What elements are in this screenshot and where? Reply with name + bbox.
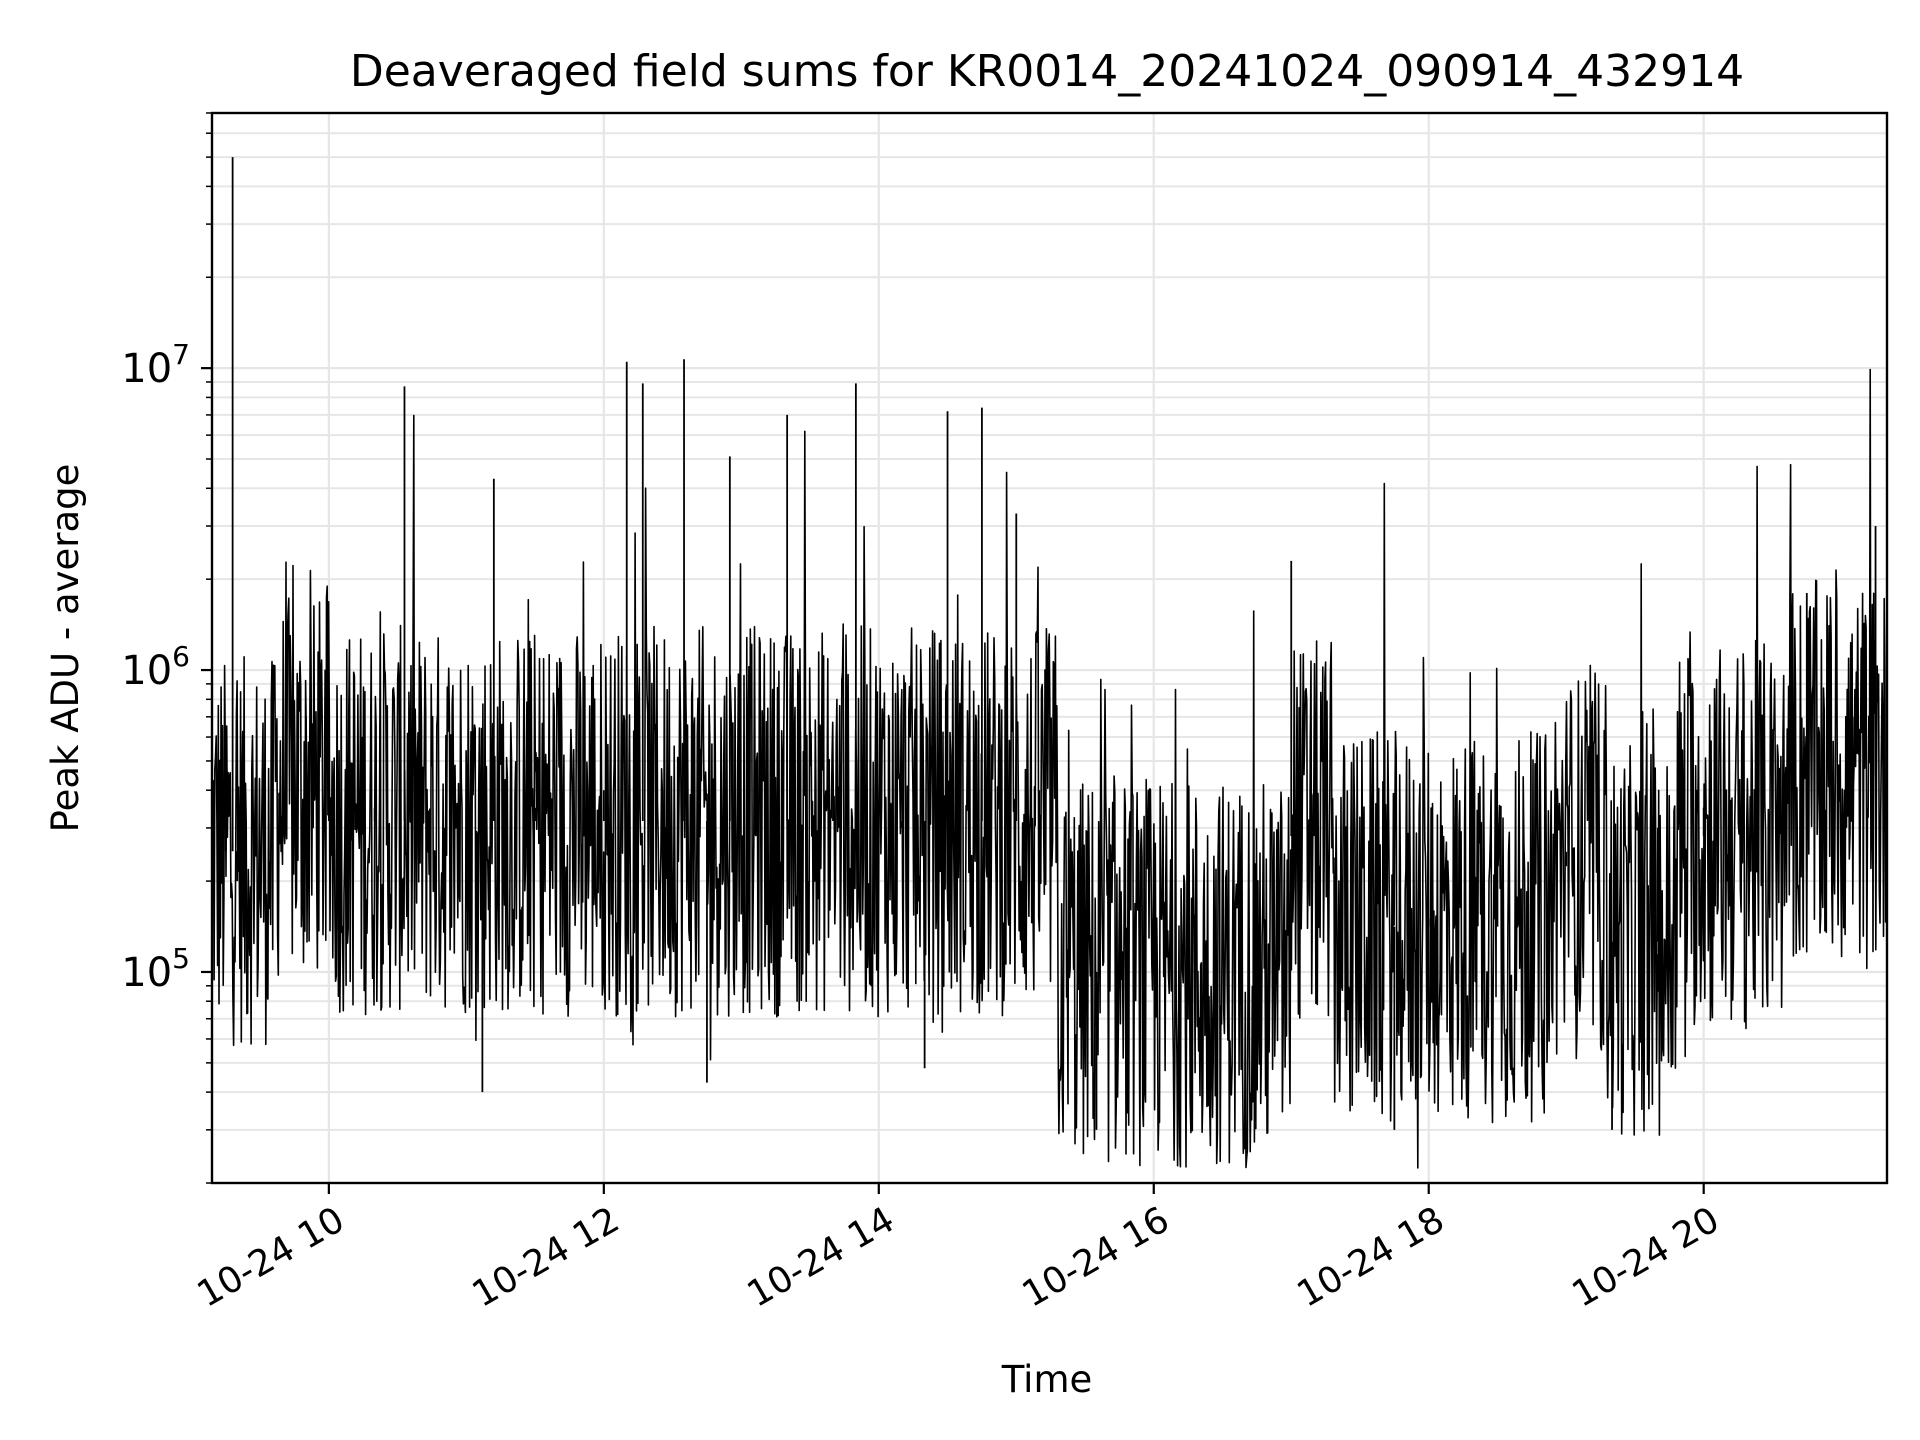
y-ticks: 105 106 107 [121,112,212,1184]
plot-frame [210,111,1889,1185]
y-tick-label: 107 [121,338,190,392]
chart-title: Deaveraged field sums for KR0014_2024102… [350,46,1744,97]
series-noise-line [211,368,1888,1169]
y-tick-label: 105 [121,942,190,996]
data-line [211,157,1888,1169]
y-axis-label: Peak ADU - average [44,464,87,833]
x-axis-label: Time [1001,1358,1093,1401]
y-tick-label: 106 [121,640,190,694]
